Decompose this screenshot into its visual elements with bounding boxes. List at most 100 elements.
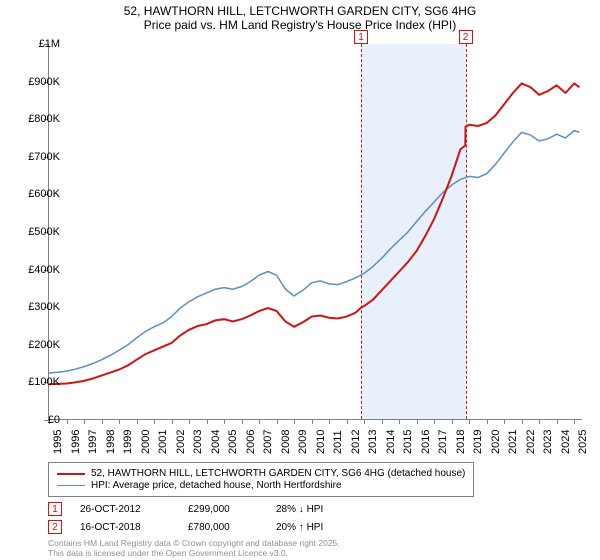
legend-swatch-hpi — [57, 485, 85, 487]
y-tick-label: £1M — [10, 38, 60, 50]
x-tick-mark — [329, 419, 330, 424]
y-tick-label: £500K — [10, 226, 60, 238]
x-tick-label: 2002 — [175, 430, 187, 454]
x-tick-mark — [207, 419, 208, 424]
x-tick-mark — [224, 419, 225, 424]
hpi-line — [49, 131, 580, 374]
x-tick-label: 2014 — [385, 430, 397, 454]
x-tick-label: 2004 — [210, 430, 222, 454]
x-tick-label: 1995 — [52, 430, 64, 454]
x-tick-label: 2013 — [367, 430, 379, 454]
x-tick-mark — [294, 419, 295, 424]
sale-date: 26-OCT-2012 — [80, 504, 170, 515]
x-tick-mark — [242, 419, 243, 424]
x-tick-label: 2011 — [332, 430, 344, 454]
x-tick-label: 2000 — [140, 430, 152, 454]
x-tick-label: 2022 — [525, 430, 537, 454]
sale-price: £780,000 — [188, 522, 258, 533]
x-tick-mark — [84, 419, 85, 424]
y-tick-label: £0 — [10, 414, 60, 426]
y-tick-label: £900K — [10, 76, 60, 88]
x-tick-label: 2001 — [157, 430, 169, 454]
x-tick-mark — [522, 419, 523, 424]
x-tick-mark — [102, 419, 103, 424]
attribution-line1: Contains HM Land Registry data © Crown c… — [48, 538, 340, 548]
legend-label-hpi: HPI: Average price, detached house, Nort… — [91, 480, 342, 491]
sale-date: 16-OCT-2018 — [80, 522, 170, 533]
x-tick-mark — [557, 419, 558, 424]
y-tick-label: £700K — [10, 151, 60, 163]
chart-plot-area: 12 — [48, 44, 582, 420]
x-tick-mark — [434, 419, 435, 424]
x-tick-label: 2009 — [297, 430, 309, 454]
x-tick-mark — [189, 419, 190, 424]
x-tick-label: 2006 — [245, 430, 257, 454]
legend-label-price: 52, HAWTHORN HILL, LETCHWORTH GARDEN CIT… — [91, 468, 465, 479]
x-tick-mark — [399, 419, 400, 424]
x-tick-label: 2017 — [437, 430, 449, 454]
legend-row-hpi: HPI: Average price, detached house, Nort… — [57, 480, 465, 491]
x-tick-mark — [382, 419, 383, 424]
x-tick-mark — [119, 419, 120, 424]
sales-table: 1 26-OCT-2012 £299,000 28% ↓ HPI 2 16-OCT-201… — [48, 502, 356, 538]
line-series-svg — [49, 44, 582, 419]
x-tick-label: 2005 — [227, 430, 239, 454]
sale-price: £299,000 — [188, 504, 258, 515]
x-tick-mark — [154, 419, 155, 424]
x-tick-label: 2018 — [455, 430, 467, 454]
x-tick-label: 2025 — [577, 430, 589, 454]
x-tick-label: 2003 — [192, 430, 204, 454]
x-tick-label: 2021 — [507, 430, 519, 454]
y-tick-label: £100K — [10, 376, 60, 388]
x-tick-label: 2012 — [350, 430, 362, 454]
x-tick-label: 1997 — [87, 430, 99, 454]
x-tick-mark — [172, 419, 173, 424]
x-tick-mark — [417, 419, 418, 424]
y-tick-label: £600K — [10, 188, 60, 200]
attribution-line2: This data is licensed under the Open Gov… — [48, 548, 340, 558]
legend-row-price: 52, HAWTHORN HILL, LETCHWORTH GARDEN CIT… — [57, 468, 465, 479]
sale-row: 1 26-OCT-2012 £299,000 28% ↓ HPI — [48, 502, 356, 516]
attribution: Contains HM Land Registry data © Crown c… — [48, 538, 340, 558]
sale-delta: 28% ↓ HPI — [276, 504, 356, 515]
x-tick-label: 2019 — [472, 430, 484, 454]
x-tick-mark — [574, 419, 575, 424]
x-tick-label: 2007 — [262, 430, 274, 454]
sale-row-marker: 2 — [48, 520, 62, 534]
x-tick-label: 2015 — [402, 430, 414, 454]
x-tick-mark — [312, 419, 313, 424]
x-tick-mark — [487, 419, 488, 424]
sale-marker-box: 2 — [459, 30, 473, 44]
x-tick-label: 1998 — [105, 430, 117, 454]
x-tick-mark — [504, 419, 505, 424]
y-tick-label: £200K — [10, 339, 60, 351]
legend: 52, HAWTHORN HILL, LETCHWORTH GARDEN CIT… — [48, 462, 474, 497]
y-tick-label: £400K — [10, 264, 60, 276]
x-tick-mark — [364, 419, 365, 424]
x-tick-mark — [539, 419, 540, 424]
x-tick-label: 1999 — [122, 430, 134, 454]
title-block: 52, HAWTHORN HILL, LETCHWORTH GARDEN CIT… — [0, 0, 600, 34]
x-tick-mark — [277, 419, 278, 424]
sale-row: 2 16-OCT-2018 £780,000 20% ↑ HPI — [48, 520, 356, 534]
x-tick-label: 2023 — [542, 430, 554, 454]
sale-marker-box: 1 — [354, 30, 368, 44]
x-tick-mark — [67, 419, 68, 424]
x-tick-label: 2020 — [490, 430, 502, 454]
x-tick-mark — [259, 419, 260, 424]
title-line2: Price paid vs. HM Land Registry's House … — [0, 18, 600, 32]
x-tick-label: 2024 — [560, 430, 572, 454]
x-tick-label: 2010 — [315, 430, 327, 454]
price-paid-line — [49, 84, 580, 385]
x-tick-mark — [137, 419, 138, 424]
x-tick-label: 1996 — [70, 430, 82, 454]
x-tick-label: 2016 — [420, 430, 432, 454]
x-tick-mark — [347, 419, 348, 424]
sale-row-marker: 1 — [48, 502, 62, 516]
x-tick-mark — [469, 419, 470, 424]
legend-swatch-price — [57, 473, 85, 475]
x-tick-mark — [452, 419, 453, 424]
sale-delta: 20% ↑ HPI — [276, 522, 356, 533]
title-line1: 52, HAWTHORN HILL, LETCHWORTH GARDEN CIT… — [0, 4, 600, 18]
y-tick-label: £300K — [10, 301, 60, 313]
